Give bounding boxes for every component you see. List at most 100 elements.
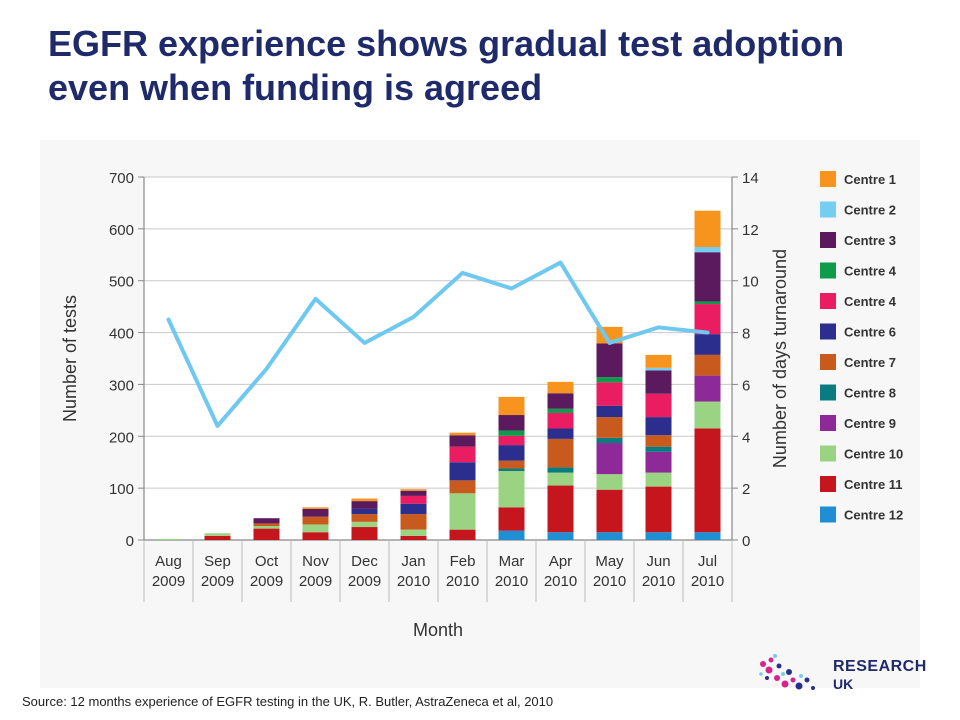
y2-tick-label: 6 xyxy=(742,377,750,394)
bar-segment xyxy=(253,518,280,524)
stacked-bar-chart: 0 100 200 300 400 500 600 700 0 2 4 6 8 10 12 14 Aug 2009… xyxy=(60,170,903,640)
x-tick-label-month: Nov xyxy=(302,553,329,570)
bar-segment xyxy=(694,354,721,376)
y-tick-label: 200 xyxy=(109,429,134,446)
bar-segment xyxy=(400,529,427,536)
bar-segment xyxy=(596,377,623,383)
x-tick-label-month: Aug xyxy=(155,553,182,570)
bar-segment xyxy=(645,435,672,447)
bar-segment xyxy=(498,507,525,531)
bar-segment xyxy=(694,375,721,402)
bar-segment xyxy=(498,396,525,416)
x-tick-label-month: Apr xyxy=(549,553,572,570)
legend-swatch xyxy=(820,293,836,309)
bar-segment xyxy=(645,486,672,533)
bar-segment xyxy=(302,516,329,525)
legend-label: Centre 4 xyxy=(844,264,897,279)
bar-segment xyxy=(253,523,280,526)
bar-segment xyxy=(302,524,329,533)
x-tick-label-month: May xyxy=(595,553,624,570)
slide-title: EGFR experience shows gradual test adopt… xyxy=(48,23,845,108)
legend-label: Centre 4 xyxy=(844,294,897,309)
logo-text-research: RESEARCH xyxy=(833,658,927,675)
legend-swatch xyxy=(820,232,836,248)
bar-segment xyxy=(449,480,476,494)
x-tick-label-year: 2009 xyxy=(250,573,283,590)
legend-swatch xyxy=(820,476,836,492)
bar-segment xyxy=(351,527,378,540)
bar-segment xyxy=(498,435,525,446)
legend-swatch xyxy=(820,262,836,279)
bar-segment xyxy=(351,498,378,502)
x-tick-label-year: 2009 xyxy=(348,573,381,590)
bar-segment xyxy=(547,472,574,486)
legend-label: Centre 6 xyxy=(844,325,896,340)
bar-segment xyxy=(498,468,525,472)
x-tick-label-year: 2009 xyxy=(299,573,332,590)
bar-segment xyxy=(400,535,427,540)
bar-segment xyxy=(645,417,672,436)
bar-segment xyxy=(596,417,623,438)
bar-segment xyxy=(400,514,427,530)
logo-text-uk: UK xyxy=(833,676,854,692)
bar-segment xyxy=(694,334,721,355)
bar-segment xyxy=(596,474,623,490)
legend-swatch xyxy=(820,506,836,523)
bar-segment xyxy=(400,495,427,504)
bar-segment xyxy=(253,525,280,529)
bar-segment xyxy=(694,428,721,533)
bar-segment xyxy=(449,446,476,463)
y2-tick-label: 14 xyxy=(742,170,759,187)
y-axis-title: Number of tests xyxy=(60,295,80,422)
y-tick-label: 500 xyxy=(109,274,134,291)
legend-label: Centre 9 xyxy=(844,416,896,431)
bar-segment xyxy=(449,435,476,447)
bar-segment xyxy=(547,467,574,473)
legend-label: Centre 3 xyxy=(844,233,896,248)
legend-label: Centre 11 xyxy=(844,477,903,492)
bar-segment xyxy=(694,301,721,305)
bar-segment xyxy=(253,528,280,540)
bar-segment xyxy=(449,493,476,530)
legend-label: Centre 10 xyxy=(844,447,903,462)
bar-segment xyxy=(645,451,672,473)
legend-label: Centre 1 xyxy=(844,172,896,187)
bar-segment xyxy=(645,370,672,394)
bar-segment xyxy=(204,533,231,536)
x-tick-label-month: Jan xyxy=(401,553,425,570)
bar-segment xyxy=(694,252,721,302)
bar-segment xyxy=(498,471,525,508)
bar-segment xyxy=(400,489,427,491)
bar-segment xyxy=(351,508,378,515)
bar-segment xyxy=(596,405,623,418)
x-tick-label-month: Jun xyxy=(646,553,670,570)
bar-segment xyxy=(596,532,623,540)
x-axis-title: Month xyxy=(413,620,463,640)
bar-segment xyxy=(351,501,378,509)
turnaround-line xyxy=(166,260,710,428)
x-tick-label-year: 2010 xyxy=(642,573,675,590)
bar-segment xyxy=(547,412,574,429)
bar-segment xyxy=(449,432,476,436)
legend-swatch xyxy=(820,323,836,340)
research-uk-logo: RESEARCH UK xyxy=(755,650,926,700)
bar-segment xyxy=(400,490,427,496)
bar-segment xyxy=(302,508,329,517)
x-tick-label-year: 2009 xyxy=(201,573,234,590)
y-tick-label: 600 xyxy=(109,222,134,239)
chart-panel: 0 100 200 300 400 500 600 700 0 2 4 6 8 10 12 14 Aug 2009… xyxy=(40,140,920,688)
x-tick-label-month: Oct xyxy=(255,553,279,570)
bar-segment xyxy=(694,532,721,540)
bar-segment xyxy=(645,472,672,487)
y2-tick-label: 0 xyxy=(742,533,750,550)
bar-segment xyxy=(596,489,623,533)
y2-tick-label: 8 xyxy=(742,326,750,343)
bar-segment xyxy=(155,538,182,540)
x-tick-label-year: 2009 xyxy=(152,573,185,590)
legend-swatch xyxy=(820,445,836,462)
legend-swatch xyxy=(820,415,836,431)
x-tick-label-month: Sep xyxy=(204,553,231,570)
bar-segment xyxy=(596,382,623,406)
y2-tick-label: 4 xyxy=(742,429,750,446)
x-tick-label-month: Jul xyxy=(698,553,717,570)
